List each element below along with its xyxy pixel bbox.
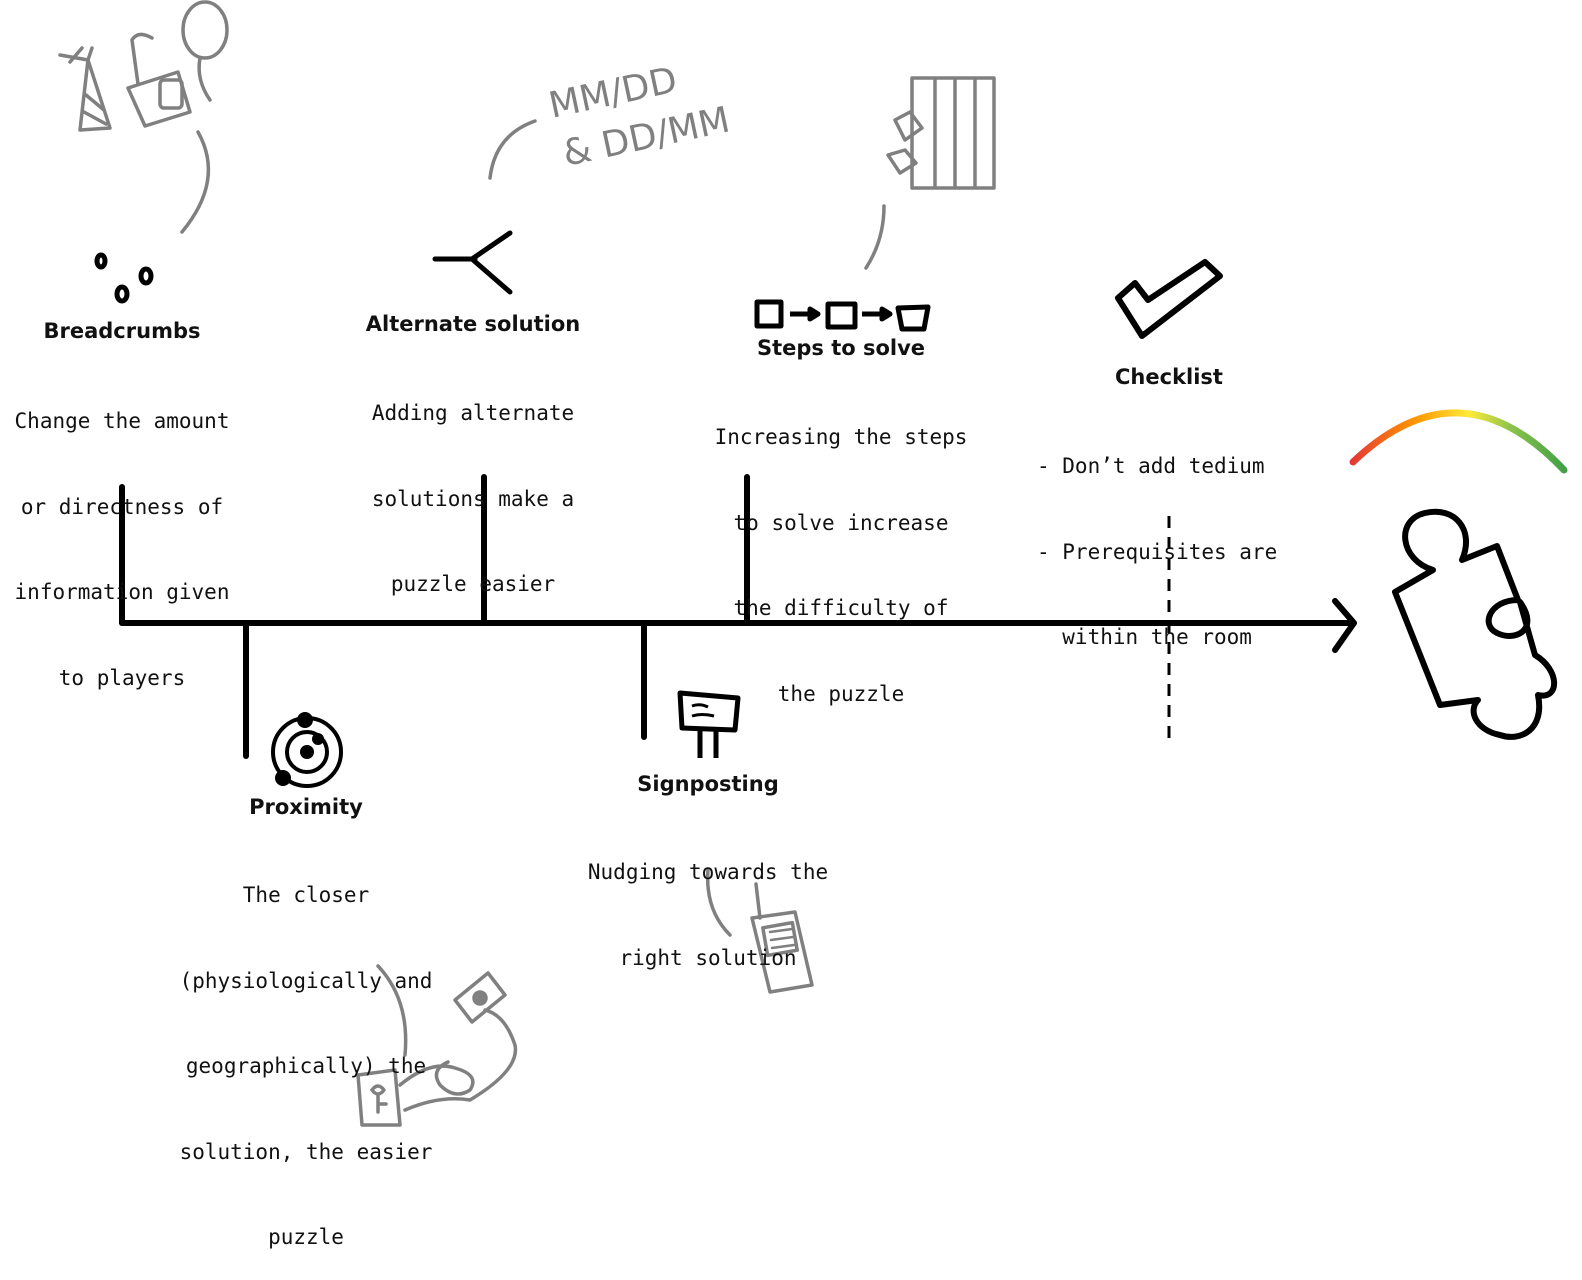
steps-line-4: the puzzle	[777, 681, 905, 706]
proximity-line-4: solution, the easier	[179, 1139, 433, 1164]
timeline-ticks-up	[119, 474, 750, 626]
proximity-description: The closer (physiologically and geograph…	[150, 824, 462, 1280]
alternate-line-3: puzzle easier	[390, 572, 556, 596]
alternate-line-2: solutions make a	[371, 486, 575, 511]
breadcrumbs-line-2: or directness of	[20, 494, 224, 519]
checklist-line-3: within the room	[1037, 625, 1252, 649]
breadcrumbs-line-4: to players	[58, 665, 186, 690]
signposting-line-1: Nudging towards the	[587, 860, 829, 884]
sketch-party-lock	[58, 0, 229, 234]
signpost-icon	[677, 690, 741, 758]
sketch-alternate-date: MM/DD & DD/MM	[488, 60, 733, 180]
signposting-line-2: right solution	[619, 945, 797, 970]
breadcrumbs-description: Change the amount or directness of infor…	[0, 350, 244, 721]
signposting-title: Signposting	[637, 772, 779, 796]
alternate-description: Adding alternate solutions make a puzzle…	[343, 342, 603, 627]
checkmark-icon	[1115, 259, 1223, 339]
alternate-title: Alternate solution	[365, 312, 581, 336]
puzzle-difficulty-timeline: MM/DD & DD/MM	[58, 0, 1568, 1127]
breadcrumbs-title: Breadcrumbs	[43, 319, 201, 343]
checklist-title: Checklist	[1115, 365, 1223, 389]
difficulty-gauge-arc	[1349, 409, 1568, 474]
sketch-locker	[864, 76, 996, 270]
steps-chain-icon	[754, 299, 931, 332]
alternate-line-1: Adding alternate	[371, 401, 575, 425]
checklist-description: - Don’t add tedium - Prerequisites are w…	[1037, 395, 1327, 680]
steps-description: Increasing the steps to solve increase t…	[690, 366, 992, 737]
proximity-line-1: The closer	[242, 883, 370, 907]
proximity-title: Proximity	[249, 795, 363, 819]
orbit-icon	[271, 712, 343, 788]
checklist-line-1: - Don’t add tedium	[1037, 454, 1265, 478]
steps-line-2: to solve increase	[733, 510, 949, 535]
signposting-description: Nudging towards the right solution	[556, 801, 860, 1001]
breadcrumb-dots-icon	[94, 252, 154, 304]
steps-title: Steps to solve	[756, 336, 926, 360]
timeline-axis	[119, 598, 1357, 653]
proximity-line-5: puzzle	[268, 1225, 344, 1249]
steps-line-3: the difficulty of	[733, 596, 949, 620]
sketch-map-path	[356, 964, 518, 1127]
proximity-line-2: (physiologically and	[179, 968, 433, 993]
fork-path-icon	[432, 230, 513, 295]
breadcrumbs-line-3: information given	[14, 580, 230, 604]
checklist-line-2: - Prerequisites are	[1037, 539, 1278, 564]
sketch-walkie-talkie	[705, 868, 814, 994]
steps-line-1: Increasing the steps	[714, 425, 968, 449]
breadcrumbs-line-1: Change the amount	[14, 409, 230, 433]
proximity-line-3: geographically) the	[185, 1054, 427, 1078]
puzzle-piece-icon	[1392, 508, 1558, 740]
timeline-ticks-down	[243, 620, 647, 759]
